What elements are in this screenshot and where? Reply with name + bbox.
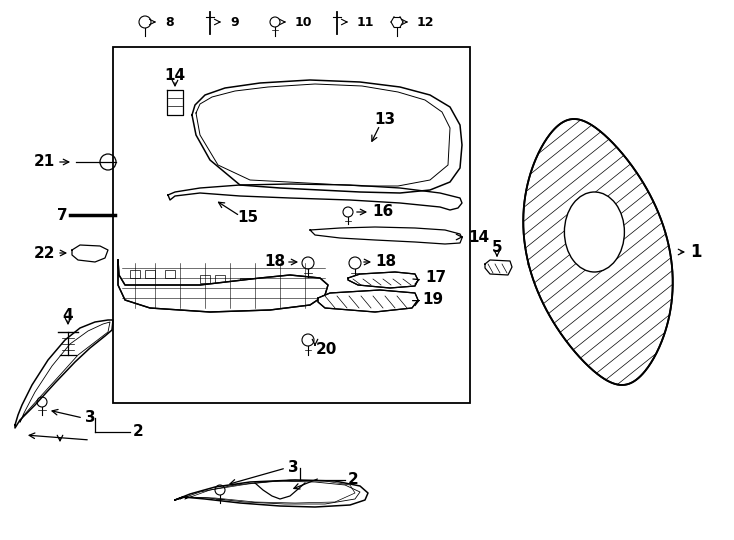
Text: 13: 13	[374, 112, 396, 127]
Bar	[290, 278, 300, 286]
Text: 2: 2	[348, 472, 359, 488]
Bar	[215, 275, 225, 283]
Bar	[165, 285, 175, 293]
Bar	[145, 270, 155, 278]
Text: 15: 15	[237, 211, 258, 226]
Text: 4: 4	[62, 307, 73, 322]
Bar	[113, 47, 470, 403]
Bar	[145, 285, 155, 293]
Text: 6: 6	[531, 233, 542, 247]
Bar	[130, 285, 140, 293]
Text: 2: 2	[133, 424, 144, 440]
Bar	[165, 270, 175, 278]
Text: 10: 10	[295, 16, 313, 29]
Polygon shape	[118, 260, 328, 312]
Polygon shape	[318, 290, 418, 312]
Text: 3: 3	[85, 410, 95, 426]
Text: 16: 16	[372, 205, 393, 219]
Text: 17: 17	[425, 271, 446, 286]
Bar	[215, 290, 225, 298]
Text: 3: 3	[288, 461, 299, 476]
Text: 22: 22	[34, 246, 55, 260]
Text: 18: 18	[375, 254, 396, 269]
Text: 1: 1	[690, 243, 702, 261]
Ellipse shape	[564, 192, 625, 272]
Bar	[240, 278, 250, 286]
Text: 7: 7	[57, 207, 68, 222]
Bar	[130, 270, 140, 278]
Text: 20: 20	[316, 342, 338, 357]
Text: 18: 18	[264, 254, 285, 269]
Text: 19: 19	[422, 293, 443, 307]
Text: 11: 11	[357, 16, 374, 29]
Polygon shape	[523, 119, 673, 385]
Bar	[275, 278, 285, 286]
Polygon shape	[348, 272, 418, 288]
Bar	[200, 275, 210, 283]
Text: 14: 14	[164, 68, 186, 83]
Text: 5: 5	[492, 240, 502, 255]
Text: 8: 8	[165, 16, 174, 29]
Text: 21: 21	[34, 154, 55, 170]
Bar	[255, 278, 265, 286]
Bar	[200, 290, 210, 298]
Text: 14: 14	[468, 230, 489, 245]
Text: 12: 12	[417, 16, 435, 29]
Text: 9: 9	[230, 16, 239, 29]
